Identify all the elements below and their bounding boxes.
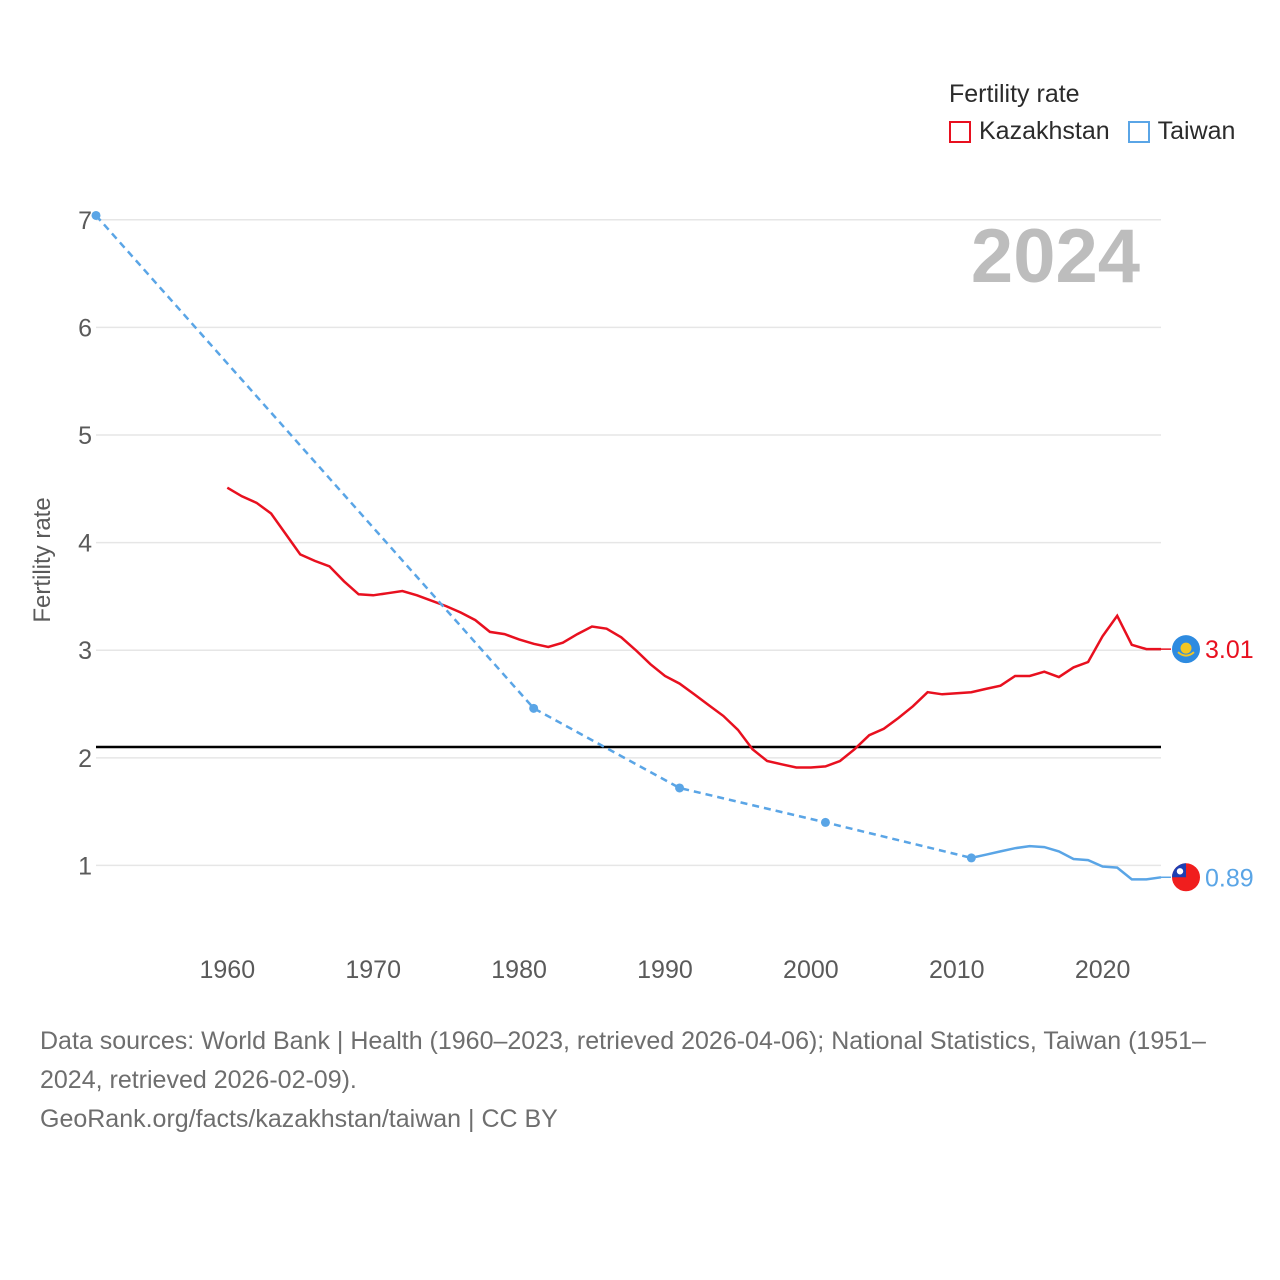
series-end-labels: 3.01 0.89	[1161, 635, 1254, 892]
x-tick-label: 1990	[637, 956, 693, 984]
data-point-taiwan[interactable]	[675, 783, 685, 793]
series-lines	[95, 214, 1162, 881]
series-markers	[91, 210, 976, 863]
gridlines	[96, 219, 1161, 867]
legend-swatch-kazakhstan	[949, 120, 971, 143]
credit-link[interactable]: GeoRank.org/facts/kazakhstan/taiwan | CC…	[40, 1105, 558, 1133]
y-axis-ticks: 1 2 3 4 5 6 7	[78, 207, 92, 881]
y-tick-label: 4	[78, 530, 92, 558]
data-sources-note: Data sources: World Bank | Health (1960–…	[40, 1027, 1206, 1094]
legend-label-taiwan: Taiwan	[1157, 117, 1236, 145]
x-tick-label: 2020	[1075, 956, 1131, 984]
y-axis-label: Fertility rate	[29, 497, 56, 622]
data-point-taiwan[interactable]	[91, 210, 101, 220]
legend: Fertility rate Kazakhstan Taiwan	[949, 80, 1235, 146]
legend-swatch-taiwan	[1127, 120, 1150, 143]
y-tick-label: 6	[78, 314, 92, 342]
footer: Data sources: World Bank | Health (1960–…	[40, 1022, 1250, 1139]
series-line-taiwan-dashed	[95, 214, 972, 860]
legend-item-kazakhstan[interactable]: Kazakhstan	[949, 117, 1110, 146]
x-tick-label: 1960	[199, 956, 255, 984]
data-point-taiwan[interactable]	[820, 817, 830, 827]
y-tick-label: 2	[78, 745, 92, 773]
series-line-taiwan	[971, 844, 1162, 881]
series-line-kazakhstan	[226, 486, 1161, 769]
x-axis-ticks: 1960 1970 1980 1990 2000 2010 2020	[199, 956, 1130, 984]
x-tick-label: 1970	[345, 956, 401, 984]
flag-taiwan-icon	[1172, 863, 1200, 892]
legend-label-kazakhstan: Kazakhstan	[979, 117, 1110, 145]
y-tick-label: 1	[78, 852, 92, 880]
end-value-taiwan: 0.89	[1205, 864, 1254, 892]
y-tick-label: 7	[78, 207, 92, 235]
year-label: 2024	[971, 214, 1140, 299]
data-point-taiwan[interactable]	[529, 703, 539, 713]
y-tick-label: 5	[78, 422, 92, 450]
x-tick-label: 2010	[929, 956, 985, 984]
flag-kazakhstan-icon	[1172, 635, 1200, 664]
legend-title: Fertility rate	[949, 80, 1080, 108]
end-value-kazakhstan: 3.01	[1205, 636, 1254, 664]
x-tick-label: 2000	[783, 956, 839, 984]
legend-item-taiwan[interactable]: Taiwan	[1127, 117, 1236, 146]
data-point-taiwan[interactable]	[966, 853, 976, 863]
x-tick-label: 1980	[491, 956, 547, 984]
y-tick-label: 3	[78, 637, 92, 665]
